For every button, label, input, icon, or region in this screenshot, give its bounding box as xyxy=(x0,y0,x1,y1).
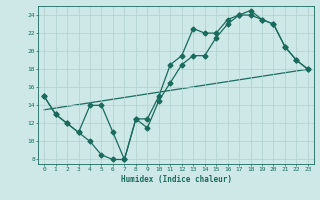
X-axis label: Humidex (Indice chaleur): Humidex (Indice chaleur) xyxy=(121,175,231,184)
